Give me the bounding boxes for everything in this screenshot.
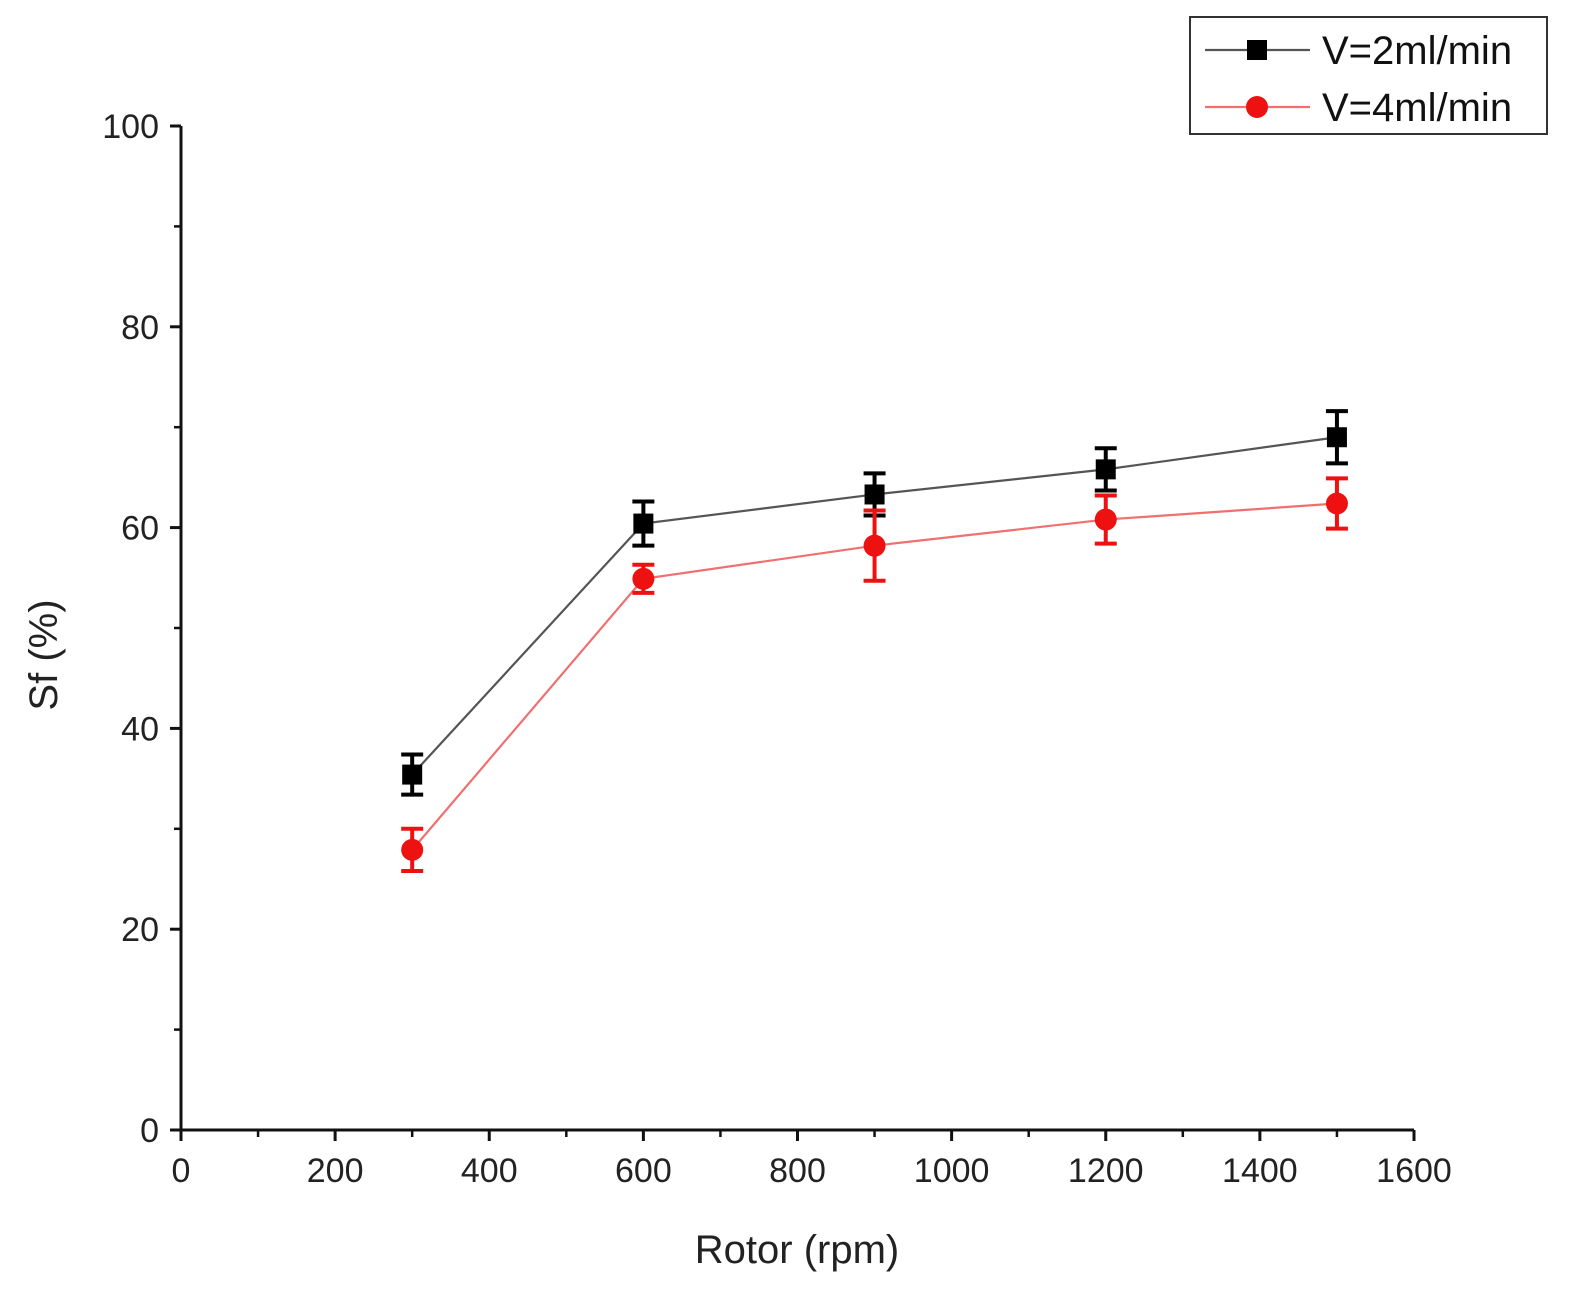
- legend-label: V=4ml/min: [1322, 86, 1512, 130]
- y-tick-label: 0: [140, 1112, 159, 1150]
- data-point-circle: [1325, 492, 1348, 515]
- legend-marker-circle: [1246, 96, 1268, 118]
- legend-label: V=2ml/min: [1322, 29, 1512, 73]
- x-tick-label: 800: [769, 1152, 826, 1190]
- x-tick-label: 400: [461, 1152, 518, 1190]
- data-point-circle: [632, 567, 655, 590]
- legend: V=2ml/min V=4ml/min: [1189, 16, 1548, 135]
- x-tick-label: 1600: [1376, 1152, 1452, 1190]
- axes: 0 200 400 600 800 1000 1200 1400 1600 0 20 40 60 80 10…: [102, 108, 1452, 1190]
- x-tick-label: 200: [307, 1152, 364, 1190]
- series-1: [401, 409, 1348, 797]
- data-point-circle: [401, 838, 424, 861]
- x-tick-label: 1000: [914, 1152, 990, 1190]
- x-tick-label: 600: [615, 1152, 672, 1190]
- data-point-circle: [863, 534, 886, 557]
- data-point-circle: [1094, 508, 1117, 531]
- x-axis-title: Rotor (rpm): [695, 1228, 899, 1272]
- data-point-square: [402, 764, 423, 785]
- x-tick-label: 1400: [1222, 1152, 1298, 1190]
- y-tick-label: 60: [121, 510, 159, 548]
- data-point-square: [1095, 459, 1116, 480]
- plot-series: [401, 409, 1348, 873]
- legend-marker-square: [1247, 40, 1267, 60]
- legend-item-2: V=4ml/min: [1205, 86, 1512, 130]
- y-tick-label: 40: [121, 710, 159, 748]
- data-point-square: [1326, 427, 1347, 448]
- legend-item-1: V=2ml/min: [1205, 29, 1512, 73]
- y-tick-label: 20: [121, 911, 159, 949]
- data-point-square: [633, 513, 654, 534]
- series-2: [401, 476, 1348, 873]
- y-axis-title: Sf (%): [22, 599, 66, 710]
- data-point-square: [864, 484, 885, 505]
- y-tick-label: 80: [121, 309, 159, 347]
- y-tick-label: 100: [102, 108, 159, 146]
- x-tick-label: 1200: [1068, 1152, 1144, 1190]
- x-tick-label: 0: [172, 1152, 191, 1190]
